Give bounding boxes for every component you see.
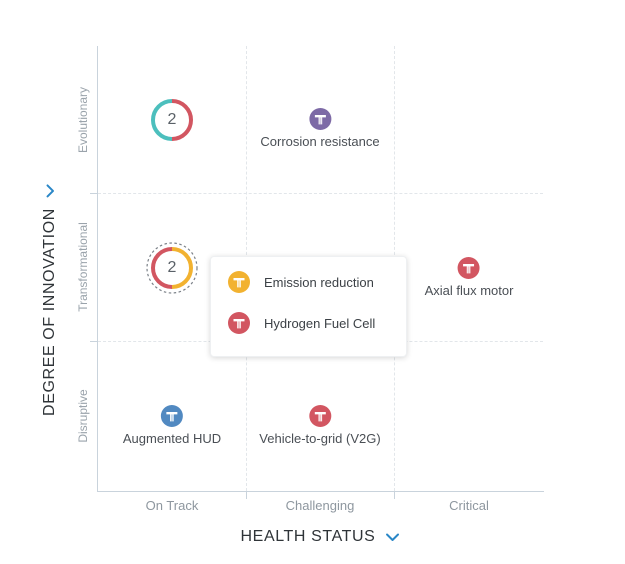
row-label-disruptive: Disruptive — [76, 389, 90, 443]
x-axis-title: HEALTH STATUS — [240, 528, 376, 545]
popup-item-label: Emission reduction — [264, 274, 374, 290]
technology-pin-icon — [308, 405, 331, 427]
x-axis-tick — [246, 491, 247, 499]
grid-line-horizontal — [98, 193, 543, 194]
technology-pin-icon — [228, 312, 250, 334]
cluster-marker-selected[interactable]: 2 — [145, 241, 199, 295]
technology-pin-icon — [228, 271, 250, 293]
cluster-ring — [146, 242, 198, 294]
technology-pin-icon — [309, 108, 331, 130]
y-axis-dropdown[interactable]: DEGREE OF INNOVATION — [41, 184, 59, 416]
row-label-evolutionary: Evolutionary — [76, 86, 90, 154]
cluster-count: 2 — [167, 259, 177, 276]
chevron-down-icon[interactable] — [385, 533, 399, 542]
technology-item-corrosion-resistance[interactable]: Corrosion resistance — [260, 108, 380, 149]
popup-item-emission-reduction[interactable]: Emission reduction — [228, 271, 406, 293]
technology-label: Vehicle-to-grid (V2G) — [259, 431, 381, 446]
row-label-transformational: Transformational — [76, 222, 90, 312]
technology-item-axial-flux-motor[interactable]: Axial flux motor — [424, 257, 514, 298]
y-axis-title: DEGREE OF INNOVATION — [41, 208, 58, 416]
y-axis-tick — [90, 341, 98, 342]
technology-item-augmented-hud[interactable]: Augmented HUD — [123, 405, 221, 446]
cluster-ring — [151, 99, 193, 141]
technology-label: Corrosion resistance — [260, 134, 380, 149]
technology-pin-icon — [458, 257, 480, 279]
cluster-marker[interactable]: 2 — [150, 98, 194, 142]
column-label-on-track: On Track — [145, 498, 199, 513]
technology-pin-icon — [161, 405, 183, 427]
x-axis-dropdown[interactable]: HEALTH STATUS — [241, 528, 400, 546]
x-axis-tick — [394, 491, 395, 499]
technology-label: Augmented HUD — [122, 431, 222, 446]
technology-label: Axial flux motor — [424, 283, 514, 298]
technology-item-vehicle-to-grid[interactable]: Vehicle-to-grid (V2G) — [259, 405, 381, 446]
column-label-critical: Critical — [449, 498, 489, 513]
column-label-challenging: Challenging — [285, 498, 355, 513]
chevron-down-icon[interactable] — [46, 184, 55, 198]
cluster-count: 2 — [167, 111, 177, 128]
popup-item-label: Hydrogen Fuel Cell — [264, 315, 376, 331]
y-axis-tick — [90, 193, 98, 194]
x-axis-line — [97, 491, 544, 492]
popup-item-hydrogen-fuel-cell[interactable]: Hydrogen Fuel Cell — [228, 312, 406, 334]
y-axis-line — [97, 46, 98, 492]
cluster-popup: Emission reduction Hydrogen Fuel Cell — [210, 256, 407, 357]
